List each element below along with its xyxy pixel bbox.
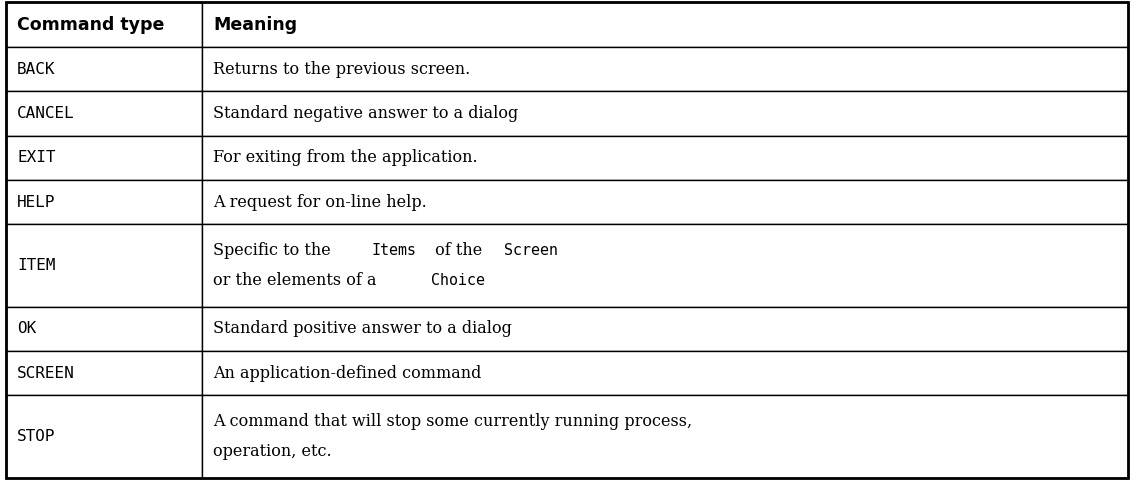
Bar bbox=[202, 91, 1128, 136]
Bar bbox=[6, 47, 202, 91]
Text: Command type: Command type bbox=[17, 16, 164, 34]
Bar bbox=[202, 396, 1128, 478]
Text: Screen: Screen bbox=[503, 243, 558, 258]
Bar bbox=[6, 307, 202, 351]
Bar bbox=[202, 2, 1128, 47]
Text: Items: Items bbox=[372, 243, 416, 258]
Bar bbox=[6, 136, 202, 180]
Bar bbox=[6, 351, 202, 396]
Text: Specific to the: Specific to the bbox=[213, 242, 336, 259]
Text: HELP: HELP bbox=[17, 195, 56, 210]
Text: of the: of the bbox=[430, 242, 488, 259]
Bar bbox=[6, 91, 202, 136]
Text: BACK: BACK bbox=[17, 61, 56, 76]
Text: or the elements of a: or the elements of a bbox=[213, 272, 382, 289]
Bar bbox=[6, 225, 202, 307]
Text: STOP: STOP bbox=[17, 429, 56, 444]
Text: Choice: Choice bbox=[431, 273, 484, 288]
Bar bbox=[6, 180, 202, 225]
Text: Standard positive answer to a dialog: Standard positive answer to a dialog bbox=[213, 320, 513, 337]
Bar bbox=[202, 351, 1128, 396]
Text: SCREEN: SCREEN bbox=[17, 366, 75, 381]
Text: An application-defined command: An application-defined command bbox=[213, 365, 482, 382]
Text: A request for on-line help.: A request for on-line help. bbox=[213, 194, 426, 211]
Bar bbox=[202, 180, 1128, 225]
Text: Meaning: Meaning bbox=[213, 16, 297, 34]
Text: ITEM: ITEM bbox=[17, 258, 56, 273]
Bar bbox=[202, 136, 1128, 180]
Bar bbox=[6, 396, 202, 478]
Bar bbox=[6, 2, 202, 47]
Bar bbox=[202, 225, 1128, 307]
Bar bbox=[202, 47, 1128, 91]
Text: A command that will stop some currently running process,: A command that will stop some currently … bbox=[213, 413, 693, 430]
Text: OK: OK bbox=[17, 321, 36, 336]
Text: EXIT: EXIT bbox=[17, 150, 56, 165]
Text: Returns to the previous screen.: Returns to the previous screen. bbox=[213, 60, 471, 77]
Text: For exiting from the application.: For exiting from the application. bbox=[213, 149, 477, 167]
Text: operation, etc.: operation, etc. bbox=[213, 443, 332, 460]
Bar bbox=[202, 307, 1128, 351]
Text: CANCEL: CANCEL bbox=[17, 106, 75, 121]
Text: Standard negative answer to a dialog: Standard negative answer to a dialog bbox=[213, 105, 518, 122]
